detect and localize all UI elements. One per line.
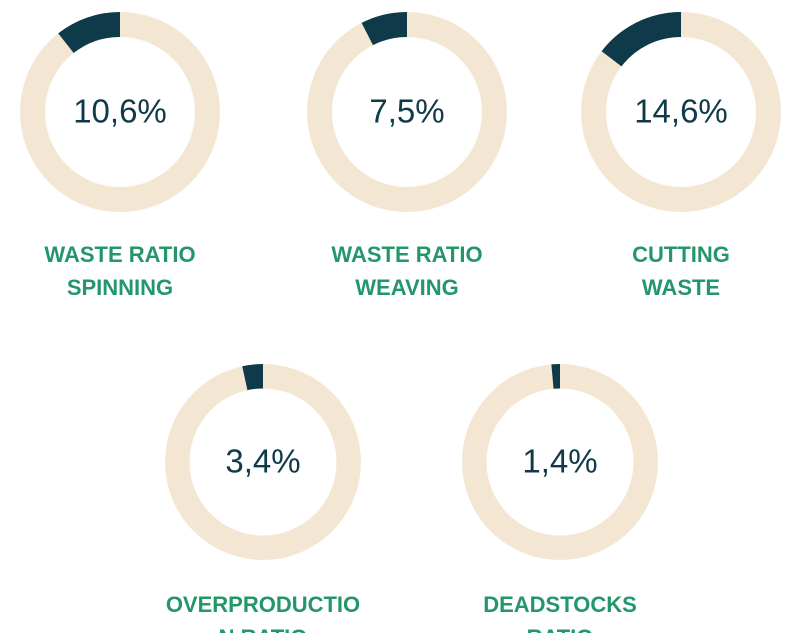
chart-title: OVERPRODUCTION RATIO — [165, 592, 361, 633]
chart-title: DEADSTOCKS RATIO — [483, 592, 637, 633]
value-label: 7,5% — [369, 93, 444, 130]
donut-segment — [361, 12, 407, 46]
value-label: 3,4% — [225, 443, 300, 480]
donut-chart: 1,4% — [462, 364, 658, 560]
value-label: 10,6% — [73, 93, 167, 130]
donut-segment — [551, 364, 560, 389]
donut-segment — [242, 364, 263, 391]
donut-chart: 3,4% — [165, 364, 361, 560]
chart-title: WASTE RATIO WEAVING — [331, 242, 483, 300]
value-label: 1,4% — [522, 443, 597, 480]
chart-title: WASTE RATIO SPINNING — [44, 242, 196, 300]
donut-chart: 7,5% — [307, 12, 507, 212]
donut-chart: 14,6% — [581, 12, 781, 212]
chart-title: CUTTING WASTE — [632, 242, 730, 300]
donut-segment — [58, 12, 120, 54]
donut-chart: 10,6% — [20, 12, 220, 212]
donut-segment — [601, 12, 681, 67]
value-label: 14,6% — [634, 93, 728, 130]
